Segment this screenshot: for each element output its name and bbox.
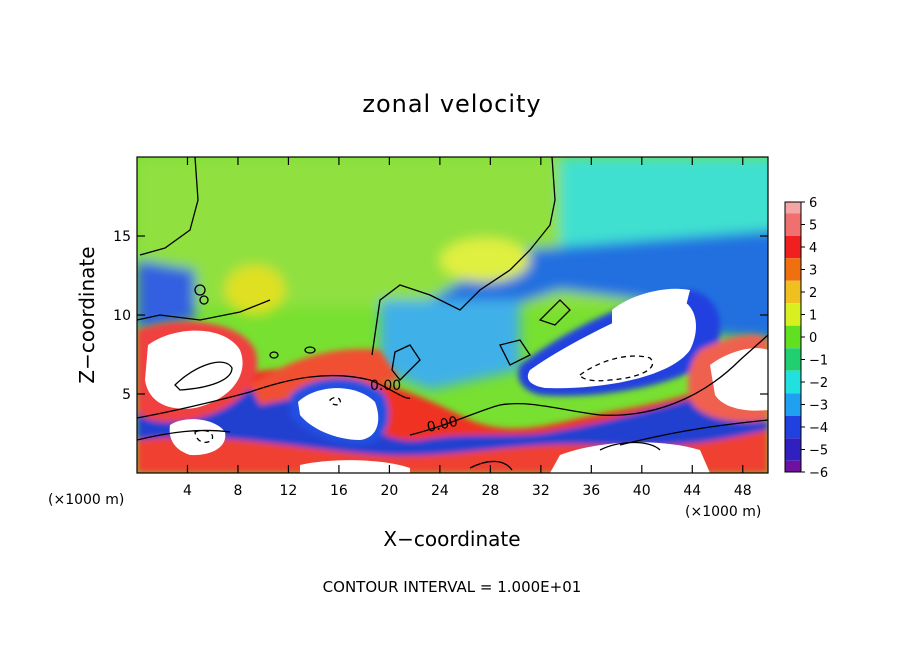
x-tick-label: 24 [431,483,449,499]
colorbar-swatch [785,460,801,472]
contour-lines [137,157,768,471]
x-tick-label: 32 [532,483,550,499]
saturation-center [298,388,379,440]
colorbar-label: −5 [809,444,828,459]
colorbar-label: 3 [809,264,817,279]
contour-label-zero-left: 0.00 [370,378,401,394]
y-tick-label: 15 [113,229,131,245]
colorbar-swatch [785,202,801,214]
colorbar: 6 5 4 3 2 1 0 −1 −2 −3 −4 −5 −6 [784,196,828,481]
saturation-right-bottom [710,348,768,411]
colorbar-label: −2 [809,376,828,391]
contour-zero-upper [137,157,556,356]
x-tick-label: 28 [481,483,499,499]
colorbar-label: −4 [809,421,828,436]
contour-zero-bottom [137,419,768,446]
colorbar-swatch [785,415,801,439]
x-axis-ticks: 4 8 12 16 20 24 28 32 36 40 44 48 [183,157,752,499]
colorbar-label: −6 [809,466,828,481]
x-unit-left: (×1000 m) [48,492,124,508]
saturation-bottom-center [300,460,410,473]
x-tick-label: 20 [380,483,398,499]
colorbar-swatch [785,303,801,326]
colorbar-swatch [785,213,801,236]
x-tick-label: 16 [330,483,348,499]
colorbar-label: 5 [809,219,817,234]
y-axis-ticks: 5 10 15 [113,229,768,403]
chart-title: zonal velocity [362,90,541,118]
contour-interval-note: CONTOUR INTERVAL = 1.000E+01 [323,578,582,596]
colorbar-label: 2 [809,286,817,301]
colorbar-swatch [785,393,801,416]
field-yellow-top [440,238,530,282]
colorbar-label: 0 [809,331,817,346]
plot-area: 0.00 0.00 [137,157,768,473]
y-tick-label: 10 [113,308,131,324]
colorbar-swatch [785,370,801,394]
saturation-right-top [612,288,690,329]
colorbar-swatch [785,348,801,371]
x-tick-label: 40 [633,483,651,499]
contour-zero-lower [137,334,768,436]
saturation-bottom-right [550,442,710,473]
contour-zero-mid [391,299,571,381]
y-axis-label: Z−coordinate [75,246,99,383]
contour-positive-inner [174,361,661,471]
field-left-blue-upper [137,260,195,330]
x-unit-right: (×1000 m) [685,504,761,520]
x-tick-label: 8 [233,483,242,499]
saturation-left [145,330,243,409]
x-tick-label: 48 [734,483,752,499]
x-tick-label: 44 [683,483,701,499]
colorbar-swatch [785,325,801,349]
colorbar-swatch [785,235,801,259]
x-tick-label: 36 [582,483,600,499]
colorbar-label: −3 [809,399,828,414]
colorbar-swatch [785,438,801,461]
colorbar-label: 1 [809,309,817,324]
colorbar-label: 4 [809,241,817,256]
colorbar-label: 6 [809,196,817,211]
contour-label-zero-right: 0.00 [426,414,460,436]
field-yellow-left [225,265,285,315]
contour-zero-small-loops [194,284,316,359]
saturation-bottom-left [169,419,226,456]
x-tick-label: 4 [183,483,192,499]
colorbar-label: −1 [809,354,828,369]
contour-negative-dashed [194,355,654,443]
y-tick-label: 5 [122,387,131,403]
field-mid-red-streak [250,349,400,405]
field-lower-mid-cyan [380,300,520,390]
x-tick-label: 12 [280,483,298,499]
x-axis-label: X−coordinate [383,527,520,551]
velocity-field: 0.00 0.00 [137,157,768,473]
colorbar-swatch [785,280,801,304]
colorbar-swatch [785,258,801,281]
